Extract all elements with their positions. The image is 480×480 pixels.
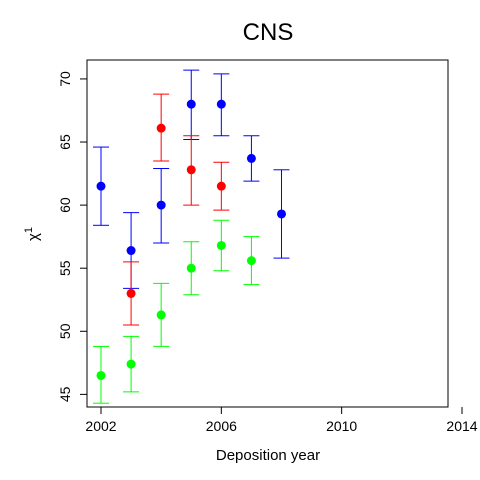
- y-tick-label-70: 70: [57, 71, 73, 87]
- data-point: [126, 359, 136, 369]
- data-point: [96, 181, 106, 191]
- data-point: [186, 165, 196, 175]
- data-point: [156, 123, 166, 133]
- chart-title: CNS: [243, 19, 294, 46]
- data-point: [96, 370, 106, 380]
- data-point: [156, 310, 166, 320]
- x-tick-label-2002: 2002: [85, 418, 116, 434]
- series-0: [93, 69, 290, 289]
- y-tick-label-50: 50: [57, 323, 73, 339]
- data-point: [216, 240, 226, 250]
- data-point: [246, 153, 256, 163]
- data-point: [277, 209, 286, 219]
- plot-frame: [86, 59, 449, 408]
- x-tick-label-2014: 2014: [446, 418, 477, 434]
- y-axis-label: χ1: [23, 227, 42, 241]
- y-axis-label-main: χ: [25, 233, 42, 241]
- y-tick-label-65: 65: [57, 134, 73, 150]
- y-tick-label-45: 45: [57, 386, 73, 402]
- data-point: [216, 99, 226, 109]
- data-point: [186, 263, 196, 273]
- series-2: [93, 219, 260, 404]
- y-axis-label-superscript: 1: [23, 227, 35, 233]
- x-axis: 2002 2006 2010 2014: [85, 407, 478, 434]
- data-point: [186, 99, 196, 109]
- series-1: [123, 93, 230, 326]
- x-tick-label-2006: 2006: [206, 418, 237, 434]
- data-point: [126, 246, 136, 256]
- x-tick-label-2010: 2010: [326, 418, 357, 434]
- x-axis-label: Deposition year: [216, 447, 320, 464]
- data-point: [126, 288, 136, 298]
- data-point: [156, 200, 166, 210]
- y-axis: 45 50 55 60 65 70: [57, 71, 87, 402]
- y-tick-label-55: 55: [57, 260, 73, 276]
- series-layer: [93, 69, 290, 404]
- y-tick-label-60: 60: [57, 197, 73, 213]
- data-point: [216, 181, 226, 191]
- data-point: [246, 256, 256, 266]
